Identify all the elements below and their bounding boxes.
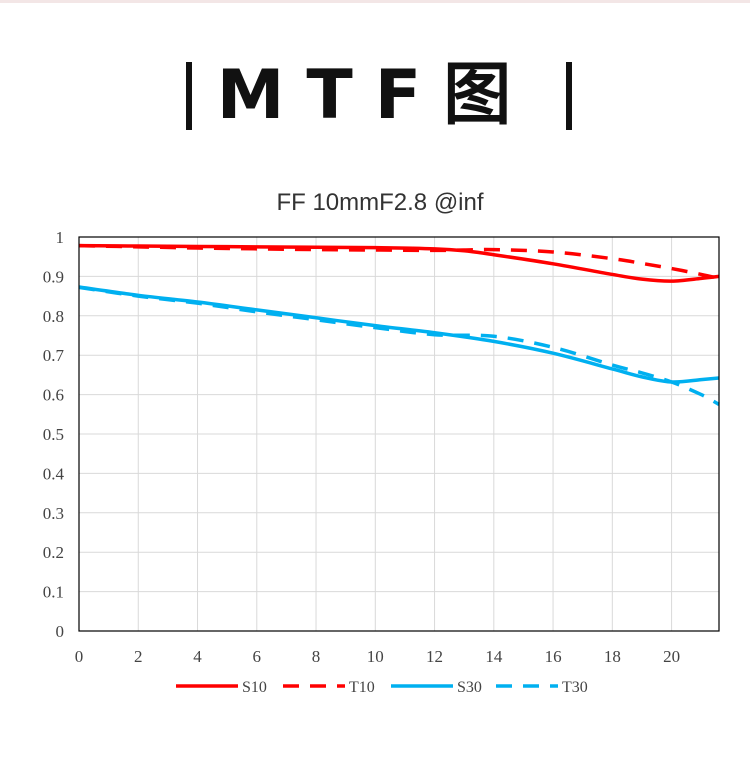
x-tick-label: 8 <box>312 647 321 666</box>
y-tick-label: 0.7 <box>43 346 65 365</box>
x-tick-label: 10 <box>367 647 384 666</box>
page-heading: MTF图 <box>0 56 750 136</box>
heading-bar-left <box>186 62 192 130</box>
plot-border <box>78 236 720 632</box>
y-tick-label: 1 <box>56 228 65 247</box>
legend-label-t10: T10 <box>349 679 375 696</box>
x-tick-label: 2 <box>134 647 143 666</box>
legend-label-t30: T30 <box>562 679 588 696</box>
y-tick-label: 0.3 <box>43 504 64 523</box>
chart-title: FF 10mmF2.8 @inf <box>276 189 483 216</box>
chart-series <box>78 243 720 406</box>
x-tick-labels: 0 2 4 6 8 10 12 14 16 18 20 <box>75 647 680 666</box>
x-tick-label: 14 <box>485 647 503 666</box>
y-tick-label: 0 <box>56 622 65 641</box>
x-tick-label: 12 <box>426 647 443 666</box>
series-line-s10 <box>78 243 720 283</box>
top-border <box>0 0 750 3</box>
chart-legend: S10 T10 S30 T30 <box>176 679 588 696</box>
legend-label-s10: S10 <box>242 679 267 696</box>
y-tick-label: 0.2 <box>43 543 64 562</box>
y-tick-label: 0.6 <box>43 386 64 405</box>
series-line-t10 <box>78 243 720 281</box>
x-tick-label: 6 <box>253 647 262 666</box>
heading-text: MTF图 <box>216 56 534 135</box>
y-tick-label: 0.1 <box>43 583 64 602</box>
x-tick-label: 0 <box>75 647 84 666</box>
y-tick-label: 0.4 <box>43 464 65 483</box>
y-tick-label: 0.9 <box>43 267 64 286</box>
y-tick-label: 0.5 <box>43 425 64 444</box>
heading-bar-right <box>566 62 572 130</box>
legend-label-s30: S30 <box>457 679 482 696</box>
x-tick-label: 18 <box>604 647 621 666</box>
series-line-t30 <box>78 285 720 406</box>
y-tick-label: 0.8 <box>43 307 64 326</box>
x-tick-label: 20 <box>663 647 680 666</box>
y-tick-labels: 0 0.1 0.2 0.3 0.4 0.5 0.6 0.7 0.8 0.9 1 <box>43 228 65 641</box>
chart-grid <box>78 236 719 632</box>
x-tick-label: 16 <box>545 647 562 666</box>
x-tick-label: 4 <box>193 647 202 666</box>
